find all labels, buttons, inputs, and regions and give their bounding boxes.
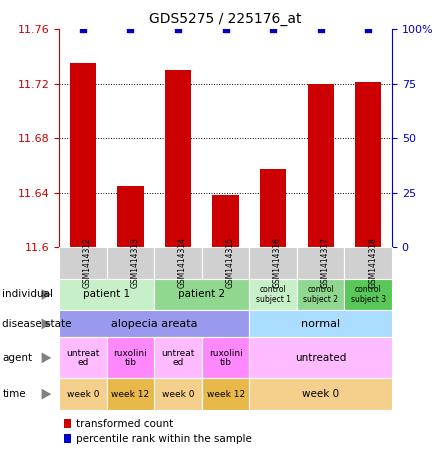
Text: normal: normal [301,319,340,329]
Text: week 0: week 0 [67,390,99,399]
Text: disease state: disease state [2,319,72,329]
Bar [249,279,297,310]
Bar [107,378,154,410]
Bar [59,337,107,378]
Bar [59,378,107,410]
Text: patient 1: patient 1 [83,289,130,299]
Point [317,26,324,33]
Text: week 12: week 12 [111,390,149,399]
Bar [117,186,144,247]
Point [270,26,277,33]
Text: untreat
ed: untreat ed [161,348,195,367]
Point [127,26,134,33]
Title: GDS5275 / 225176_at: GDS5275 / 225176_at [149,12,302,26]
Text: control
subject 2: control subject 2 [303,285,338,304]
Text: control
subject 1: control subject 1 [256,285,291,304]
Bar [307,84,334,247]
Bar [64,419,71,428]
Bar [64,434,71,443]
Bar [70,63,96,247]
Text: control
subject 3: control subject 3 [351,285,386,304]
Bar [355,82,381,247]
Polygon shape [42,289,51,300]
Bar [249,247,297,279]
Bar [297,247,344,279]
Point [79,26,86,33]
Polygon shape [42,352,51,363]
Bar [212,195,239,247]
Text: alopecia areata: alopecia areata [111,319,198,329]
Bar [154,247,202,279]
Text: GSM1414318: GSM1414318 [368,237,377,288]
Polygon shape [42,318,51,329]
Bar [59,247,107,279]
Text: GSM1414315: GSM1414315 [226,237,235,288]
Bar [260,169,286,247]
Text: agent: agent [2,353,32,363]
Bar [344,279,392,310]
Text: untreated: untreated [295,353,346,363]
Bar [202,378,249,410]
Bar [59,310,249,337]
Text: individual: individual [2,289,53,299]
Bar [165,70,191,247]
Bar [249,378,392,410]
Point [174,26,181,33]
Text: transformed count: transformed count [76,419,173,429]
Bar [202,247,249,279]
Bar [154,378,202,410]
Bar [107,247,154,279]
Bar [154,337,202,378]
Bar [344,247,392,279]
Text: untreat
ed: untreat ed [66,348,99,367]
Text: time: time [2,389,26,399]
Text: percentile rank within the sample: percentile rank within the sample [76,434,252,443]
Polygon shape [42,389,51,400]
Bar [107,337,154,378]
Text: GSM1414313: GSM1414313 [131,237,139,288]
Point [222,26,229,33]
Text: week 12: week 12 [206,390,245,399]
Text: week 0: week 0 [162,390,194,399]
Bar [154,279,249,310]
Text: GSM1414312: GSM1414312 [83,237,92,288]
Text: week 0: week 0 [302,389,339,399]
Point [365,26,372,33]
Bar [59,279,154,310]
Bar [297,279,344,310]
Text: GSM1414314: GSM1414314 [178,237,187,288]
Text: GSM1414316: GSM1414316 [273,237,282,288]
Text: ruxolini
tib: ruxolini tib [208,348,243,367]
Bar [249,337,392,378]
Bar [249,310,392,337]
Bar [202,337,249,378]
Text: patient 2: patient 2 [178,289,226,299]
Text: GSM1414317: GSM1414317 [321,237,330,288]
Text: ruxolini
tib: ruxolini tib [113,348,147,367]
